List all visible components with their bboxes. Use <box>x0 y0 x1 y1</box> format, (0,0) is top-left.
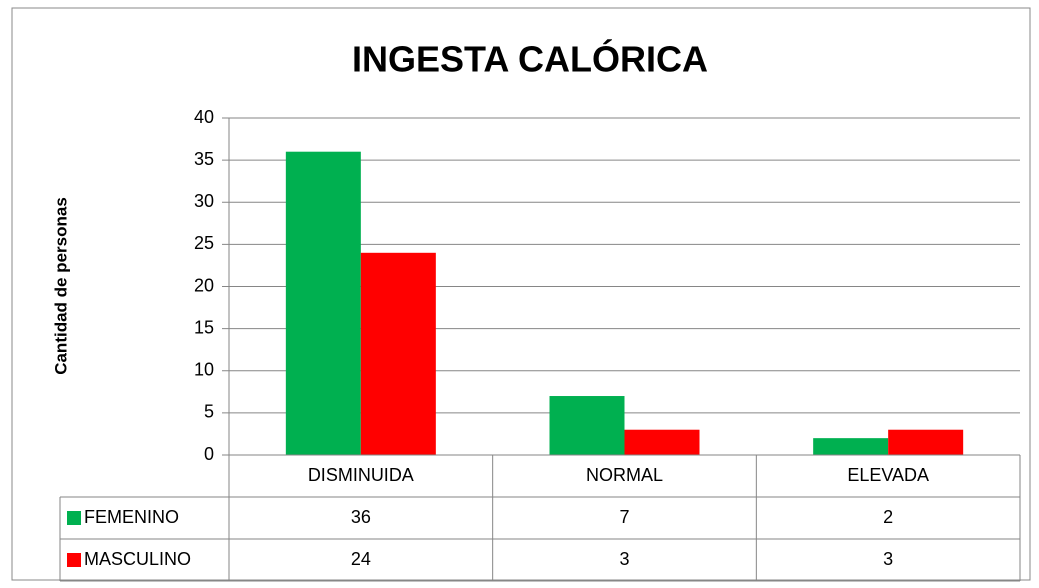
bar <box>813 438 889 455</box>
y-tick-label: 0 <box>204 444 214 464</box>
legend-label: FEMENINO <box>84 507 179 527</box>
y-tick-label: 5 <box>204 402 214 422</box>
legend-label: MASCULINO <box>84 549 191 569</box>
y-tick-label: 20 <box>194 275 214 295</box>
x-tick-label: DISMINUIDA <box>308 465 414 485</box>
y-tick-label: 30 <box>194 191 214 211</box>
table-cell: 2 <box>883 507 893 527</box>
bar <box>360 252 436 455</box>
table-cell: 3 <box>619 549 629 569</box>
chart-title: INGESTA CALÓRICA <box>352 38 708 80</box>
x-tick-label: ELEVADA <box>847 465 929 485</box>
bar <box>888 429 964 455</box>
table-cell: 24 <box>351 549 371 569</box>
table-cell: 7 <box>619 507 629 527</box>
y-axis-label: Cantidad de personas <box>51 197 70 375</box>
y-tick-label: 25 <box>194 233 214 253</box>
legend-key <box>67 511 81 525</box>
table-cell: 3 <box>883 549 893 569</box>
legend-key <box>67 553 81 567</box>
y-tick-label: 10 <box>194 360 214 380</box>
bar <box>285 151 361 455</box>
table-cell: 36 <box>351 507 371 527</box>
chart-border <box>11 7 1031 581</box>
y-tick-label: 35 <box>194 149 214 169</box>
bar <box>549 396 625 455</box>
y-tick-label: 15 <box>194 317 214 337</box>
y-tick-label: 40 <box>194 107 214 127</box>
bar <box>624 429 700 455</box>
x-tick-label: NORMAL <box>586 465 663 485</box>
